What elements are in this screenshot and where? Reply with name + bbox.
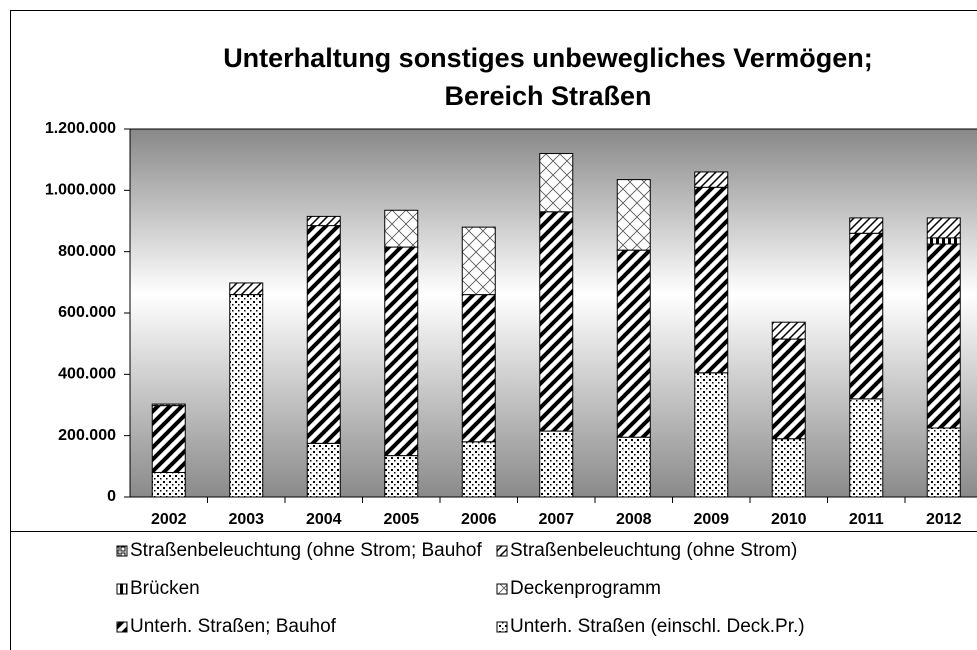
bar-segment: [849, 232, 884, 400]
x-tick-label: 2008: [616, 511, 652, 528]
bar-segment: [151, 471, 186, 498]
legend-swatch: [116, 621, 128, 633]
legend-swatch: [496, 583, 508, 595]
bar-segment: [461, 441, 496, 498]
chart-title: Unterhaltung sonstiges unbewegliches Ver…: [223, 43, 873, 73]
bar-segment: [539, 430, 574, 498]
bar-segment: [384, 246, 419, 457]
bar-segment: [461, 294, 496, 443]
legend-label: Deckenprogramm: [510, 578, 661, 599]
x-tick-label: 2010: [771, 511, 807, 528]
bar-segment: [539, 153, 574, 213]
bar-segment: [771, 321, 806, 340]
y-tick-label: 200.000: [58, 427, 116, 444]
x-tick-label: 2006: [461, 511, 497, 528]
legend-label: Unterh. Straßen; Bauhof: [130, 616, 337, 637]
bar-segment: [694, 372, 729, 498]
bar-segment: [306, 225, 341, 444]
y-tick-label: 600.000: [58, 304, 116, 321]
legend: [10, 531, 977, 650]
legend-label: Unterh. Straßen (einschl. Deck.Pr.): [510, 616, 805, 637]
legend-swatch: [496, 545, 508, 557]
bar-segment: [229, 282, 264, 296]
legend-label: Brücken: [130, 578, 200, 599]
bar-segment: [539, 211, 574, 432]
bar-segment: [926, 217, 961, 239]
x-tick-label: 2007: [538, 511, 574, 528]
bar-segment: [151, 403, 186, 407]
x-tick-label: 2003: [228, 511, 264, 528]
x-tick-label: 2002: [151, 511, 187, 528]
bar-segment: [616, 179, 651, 251]
x-tick-label: 2004: [306, 511, 342, 528]
y-tick-label: 400.000: [58, 366, 116, 383]
bars: 2002 2003 2004 2005 2006 2007 2008 2009 2010 2011…: [151, 153, 962, 528]
x-tick-label: 2011: [849, 511, 884, 528]
legend-swatch: [116, 545, 128, 557]
bar-segment: [694, 186, 729, 374]
bar-segment: [694, 171, 729, 188]
legend-label: Straßenbeleuchtung (ohne Strom): [510, 540, 797, 561]
bar-segment: [384, 209, 419, 248]
bar-segment: [229, 294, 264, 498]
bar-segment: [926, 243, 961, 429]
bar-segment: [306, 215, 341, 227]
y-tick-label: 1.000.000: [45, 182, 116, 199]
x-tick-label: 2005: [383, 511, 419, 528]
y-tick-label: 800.000: [58, 243, 116, 260]
bar-segment: [384, 455, 419, 498]
legend-swatch: [496, 621, 508, 633]
bar-segment: [849, 398, 884, 498]
chart-title: Bereich Straßen: [444, 81, 651, 111]
bar-segment: [461, 226, 496, 296]
y-tick-label: 0: [107, 488, 116, 505]
x-tick-label: 2012: [926, 511, 962, 528]
y-tick-label: 1.200.000: [45, 120, 116, 137]
bar-segment: [771, 338, 806, 440]
bar-segment: [926, 237, 961, 245]
bar-segment: [151, 405, 186, 473]
bar-segment: [926, 427, 961, 498]
legend-swatch: [116, 583, 128, 595]
bar-segment: [306, 442, 341, 498]
bar-segment: [771, 438, 806, 498]
bar-segment: [849, 217, 884, 234]
bar-segment: [616, 249, 651, 438]
legend-label: Straßenbeleuchtung (ohne Strom; Bauhof: [130, 540, 482, 561]
bar-segment: [616, 436, 651, 498]
x-tick-label: 2009: [693, 511, 729, 528]
